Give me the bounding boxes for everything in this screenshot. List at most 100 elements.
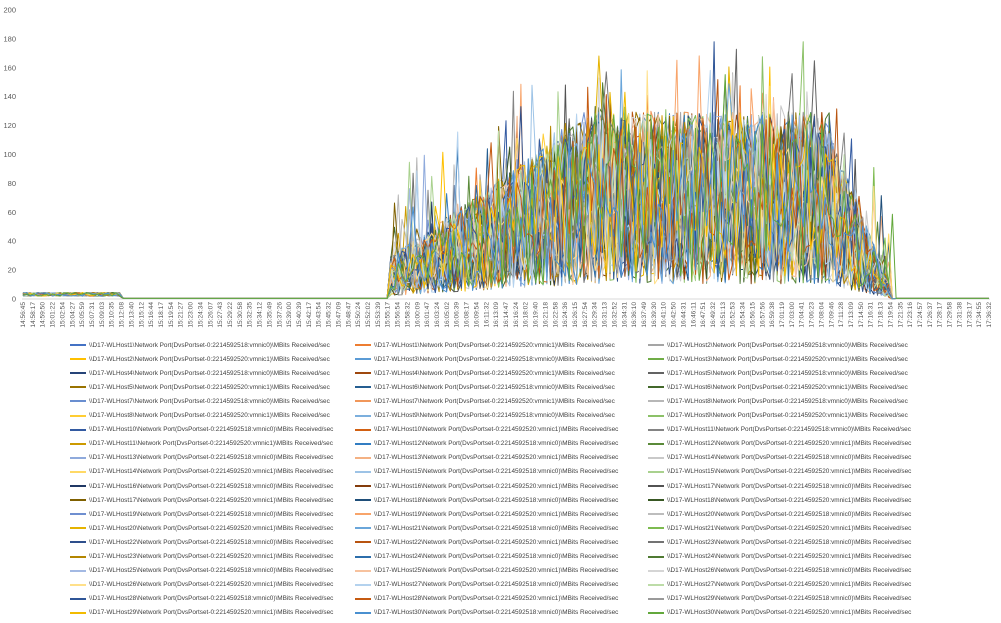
- legend-label: \\D17-WLHost20\Network Port(DvsPortset-0…: [89, 524, 334, 532]
- x-tick-label: 16:29:34: [592, 302, 599, 328]
- x-tick-label: 17:26:37: [927, 302, 934, 328]
- x-tick-label: 15:53:39: [375, 302, 382, 328]
- legend-entry: \\D17-WLHost29\Network Port(DvsPortset-0…: [70, 606, 333, 620]
- x-tick-label: 17:21:35: [897, 302, 904, 328]
- legend-swatch: [355, 414, 371, 417]
- legend-swatch: [648, 372, 664, 375]
- legend-label: \\D17-WLHost6\Network Port(DvsPortset-0:…: [667, 383, 908, 391]
- x-tick-label: 16:31:13: [602, 302, 609, 328]
- legend-entry: \\D17-WLHost13\Network Port(DvsPortset-0…: [70, 451, 333, 465]
- x-tick-label: 16:42:50: [671, 302, 678, 328]
- x-tick-label: 15:43:54: [316, 302, 323, 328]
- legend-entry: \\D17-WLHost15\Network Port(DvsPortset-0…: [648, 465, 911, 479]
- legend-label: \\D17-WLHost4\Network Port(DvsPortset-0:…: [374, 369, 615, 377]
- legend-label: \\D17-WLHost4\Network Port(DvsPortset-0:…: [89, 369, 330, 377]
- x-tick-label: 17:11:28: [838, 302, 845, 328]
- legend-swatch: [355, 597, 371, 600]
- legend-entry: \\D17-WLHost28\Network Port(DvsPortset-0…: [70, 592, 333, 606]
- legend-label: \\D17-WLHost18\Network Port(DvsPortset-0…: [374, 496, 619, 504]
- x-tick-label: 16:34:31: [621, 302, 628, 328]
- x-tick-label: 17:28:17: [937, 302, 944, 328]
- legend-label: \\D17-WLHost9\Network Port(DvsPortset-0:…: [374, 412, 615, 419]
- x-tick-label: 15:18:17: [158, 302, 165, 328]
- legend-swatch: [355, 344, 371, 346]
- legend-swatch: [70, 569, 86, 572]
- x-tick-label: 15:02:54: [59, 302, 66, 328]
- legend-swatch: [70, 442, 86, 445]
- legend-label: \\D17-WLHost27\Network Port(DvsPortset-0…: [667, 581, 912, 589]
- x-tick-label: 16:05:02: [444, 302, 451, 328]
- legend-swatch: [648, 442, 664, 445]
- y-axis: 0 20 40 60 80 100 120 140 160 180 200: [3, 6, 16, 304]
- x-tick-label: 16:21:18: [542, 302, 549, 328]
- legend-label: \\D17-WLHost15\Network Port(DvsPortset-0…: [667, 468, 912, 476]
- x-tick-label: 16:47:51: [700, 302, 707, 328]
- legend-label: \\D17-WLHost7\Network Port(DvsPortset-0:…: [89, 397, 330, 405]
- legend-entry: \\D17-WLHost29\Network Port(DvsPortset-0…: [648, 592, 911, 606]
- x-tick-label: 15:07:31: [89, 302, 96, 328]
- legend-entry: \\D17-WLHost24\Network Port(DvsPortset-0…: [355, 550, 618, 564]
- x-tick-label: 14:59:50: [40, 302, 47, 328]
- x-tick-label: 16:37:49: [641, 302, 648, 328]
- x-tick-label: 15:30:58: [237, 302, 244, 328]
- legend-label: \\D17-WLHost17\Network Port(DvsPortset-0…: [89, 496, 334, 504]
- legend-swatch: [355, 555, 371, 558]
- legend-entry: \\D17-WLHost1\Network Port(DvsPortset-0:…: [355, 338, 615, 352]
- legend-swatch: [70, 386, 86, 389]
- x-tick-label: 15:37:26: [276, 302, 283, 328]
- x-tick-label: 16:11:32: [483, 302, 490, 328]
- legend-label: \\D17-WLHost23\Network Port(DvsPortset-0…: [89, 553, 334, 560]
- legend-swatch: [355, 428, 371, 431]
- x-tick-label: 16:08:17: [464, 302, 471, 328]
- legend-entry: \\D17-WLHost12\Network Port(DvsPortset-0…: [648, 437, 911, 451]
- x-tick-label: 16:24:36: [562, 302, 569, 328]
- legend-entry: \\D17-WLHost7\Network Port(DvsPortset-0:…: [70, 394, 330, 408]
- legend-entry: \\D17-WLHost15\Network Port(DvsPortset-0…: [355, 465, 618, 479]
- legend-entry: \\D17-WLHost2\Network Port(DvsPortset-0:…: [648, 338, 908, 352]
- x-tick-label: 15:35:49: [266, 302, 273, 328]
- x-tick-label: 16:22:58: [552, 302, 559, 328]
- y-tick-label: 100: [3, 150, 16, 159]
- x-tick-label: 16:54:34: [740, 302, 747, 328]
- legend-entry: \\D17-WLHost10\Network Port(DvsPortset-0…: [70, 423, 333, 437]
- legend-swatch: [648, 541, 664, 544]
- y-tick-label: 40: [8, 237, 16, 246]
- x-tick-label: 17:29:58: [947, 302, 954, 328]
- legend-swatch: [648, 456, 664, 459]
- legend-swatch: [70, 527, 86, 530]
- legend-label: \\D17-WLHost22\Network Port(DvsPortset-0…: [89, 538, 334, 546]
- x-tick-label: 14:58:17: [30, 302, 37, 328]
- legend-swatch: [648, 358, 664, 361]
- legend-swatch: [355, 400, 371, 403]
- y-tick-label: 200: [3, 6, 16, 15]
- legend-swatch: [355, 442, 371, 445]
- x-tick-label: 17:23:16: [907, 302, 914, 328]
- legend-label: \\D17-WLHost8\Network Port(DvsPortset-0:…: [89, 412, 330, 419]
- x-tick-label: 15:16:44: [148, 302, 155, 328]
- legend-swatch: [648, 485, 664, 487]
- legend-entry: \\D17-WLHost22\Network Port(DvsPortset-0…: [355, 535, 618, 549]
- legend-entry: \\D17-WLHost25\Network Port(DvsPortset-0…: [355, 564, 618, 578]
- legend-swatch: [355, 499, 371, 502]
- legend-entry: \\D17-WLHost23\Network Port(DvsPortset-0…: [70, 550, 333, 564]
- x-tick-label: 17:03:00: [789, 302, 796, 328]
- legend-swatch: [355, 456, 371, 459]
- legend-entry: \\D17-WLHost6\Network Port(DvsPortset-0:…: [355, 380, 615, 394]
- x-tick-label: 17:04:41: [799, 302, 806, 328]
- x-tick-label: 16:51:13: [720, 302, 727, 328]
- x-tick-label: 16:46:11: [690, 302, 697, 328]
- x-tick-label: 16:18:02: [523, 302, 530, 328]
- legend-swatch: [648, 569, 664, 572]
- legend-label: \\D17-WLHost3\Network Port(DvsPortset-0:…: [374, 355, 615, 363]
- x-tick-label: 16:03:24: [434, 302, 441, 328]
- x-tick-label: 15:32:35: [247, 302, 254, 328]
- legend-swatch: [70, 597, 86, 600]
- legend-swatch: [648, 555, 664, 558]
- x-tick-label: 16:00:09: [414, 302, 421, 328]
- legend-entry: \\D17-WLHost16\Network Port(DvsPortset-0…: [70, 479, 333, 493]
- x-tick-label: 16:32:52: [611, 302, 618, 328]
- x-tick-label: 17:08:04: [818, 302, 825, 328]
- legend-entry: \\D17-WLHost6\Network Port(DvsPortset-0:…: [648, 380, 908, 394]
- legend-entry: \\D17-WLHost12\Network Port(DvsPortset-0…: [355, 437, 618, 451]
